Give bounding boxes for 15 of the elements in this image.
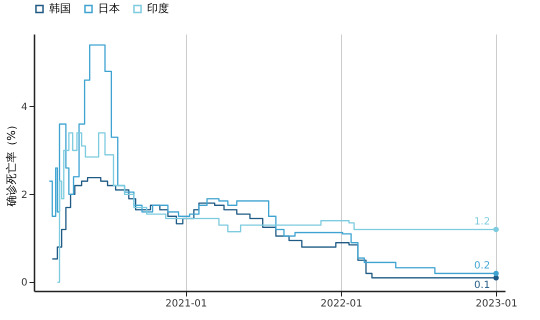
- y-tick-label: 4: [21, 102, 28, 113]
- x-tick-label: 2021-01: [165, 298, 208, 310]
- legend-label: 日本: [98, 2, 120, 15]
- y-tick-label: 0: [21, 278, 28, 289]
- point: [493, 226, 499, 232]
- point: [493, 270, 499, 276]
- y-axis-title: 确诊死亡率（%）: [5, 119, 18, 208]
- data-label: 0.1: [474, 280, 490, 291]
- legend-label: 韩国: [49, 2, 71, 15]
- x-tick-label: 2022-01: [320, 298, 362, 310]
- legend-label: 印度: [147, 2, 169, 15]
- data-label: 1.2: [474, 216, 490, 228]
- x-tick-label: 2023-01: [476, 298, 518, 310]
- data-label: 0.2: [474, 260, 490, 272]
- y-tick-label: 2: [21, 190, 28, 201]
